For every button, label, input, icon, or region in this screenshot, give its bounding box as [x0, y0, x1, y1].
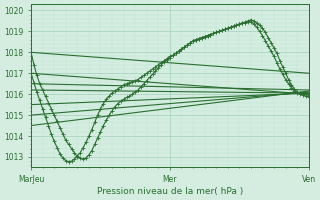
X-axis label: Pression niveau de la mer( hPa ): Pression niveau de la mer( hPa ) [97, 187, 243, 196]
